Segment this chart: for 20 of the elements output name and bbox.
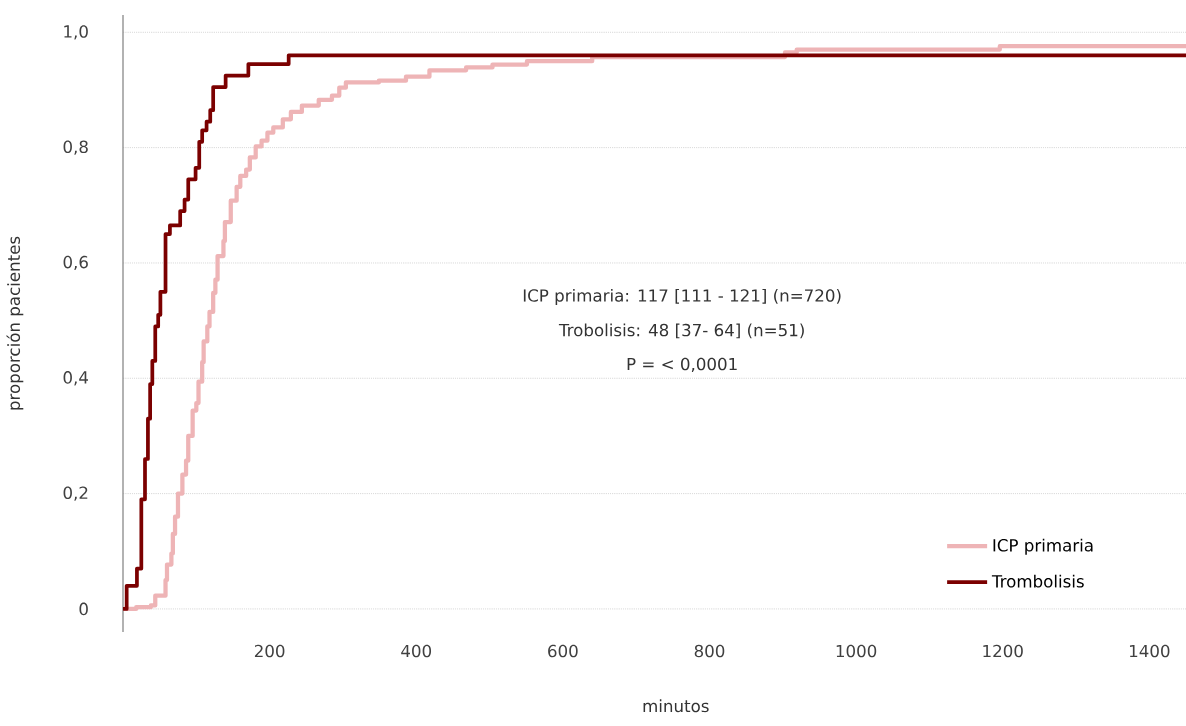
legend-label: Trombolisis	[991, 574, 1084, 588]
x-tick-label: 1400	[1129, 644, 1170, 658]
y-axis-title: proporción pacientes	[6, 236, 24, 410]
y-tick-label: 0,8	[63, 140, 88, 155]
y-tick-label: 1,0	[64, 25, 88, 40]
x-tick-label: 800	[694, 644, 725, 658]
annotation: ICP primaria: 117 [111 - 121] (n=720)	[523, 288, 841, 306]
x-tick-label: 600	[548, 644, 578, 658]
x-tick-label: 1000	[836, 644, 877, 658]
x-tick-label: 1200	[983, 644, 1023, 658]
x-tick-label: 200	[254, 644, 285, 658]
annotation: Trobolisis: 48 [37- 64] (n=51)	[558, 323, 804, 339]
x-axis-title: minutos	[643, 699, 709, 713]
y-tick-label: 0,2	[63, 486, 88, 501]
legend-label: ICP primaria	[993, 538, 1093, 555]
annotation: P = < 0,0001	[627, 357, 737, 372]
y-tick-label: 0,4	[63, 371, 89, 386]
y-tick-label: 0,6	[63, 255, 88, 271]
x-tick-label: 400	[401, 644, 432, 658]
y-tick-label: 0	[79, 602, 88, 616]
